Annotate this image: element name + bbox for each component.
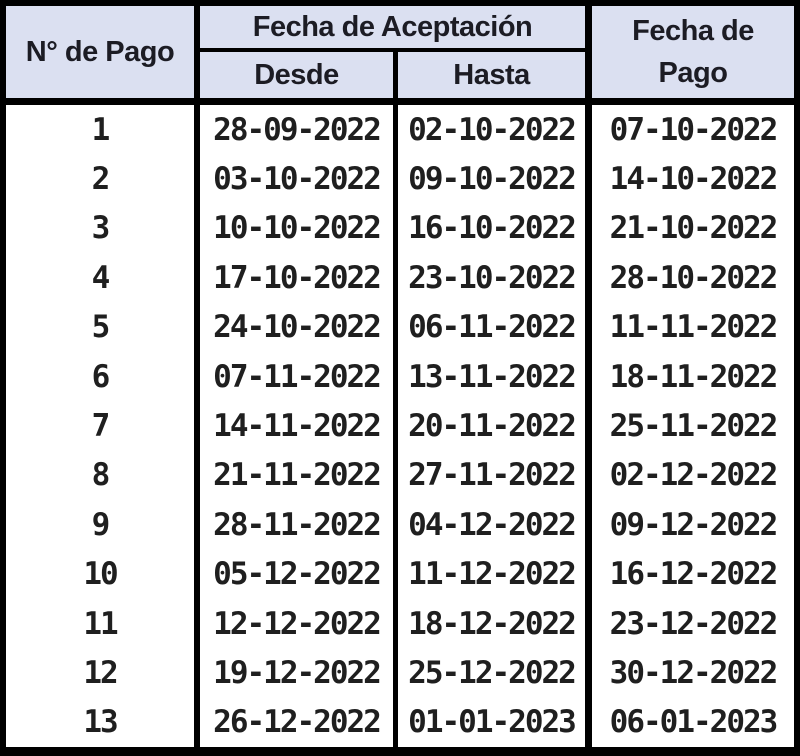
cell-to-date: 20-11-2022: [393, 401, 585, 451]
header-to: Hasta: [393, 52, 585, 98]
cell-from-date: 28-09-2022: [194, 105, 393, 155]
cell-payment-number: 12: [83, 654, 118, 691]
cell-payment-number: 8: [91, 457, 111, 494]
cell-payment-date: 30-12-2022: [585, 648, 794, 698]
cell-payment-number: 7: [91, 407, 111, 444]
cell-to-date: 27-11-2022: [393, 450, 585, 501]
cell-from-date: 26-12-2022: [194, 697, 393, 747]
table-body: 1 28-09-2022 02-10-2022 07-10-2022 2 03-10-20…: [6, 105, 794, 747]
cell-from-date: 19-12-2022: [194, 648, 393, 698]
cell-to-date: 01-01-2023: [393, 697, 585, 747]
cell-from-date: 17-10-2022: [194, 253, 393, 303]
cell-payment-date: 18-11-2022: [585, 351, 794, 402]
cell-to-date: 25-12-2022: [393, 648, 585, 698]
cell-payment-date: 09-12-2022: [585, 500, 794, 550]
cell-from-date: 05-12-2022: [194, 549, 393, 599]
cell-payment-number: 5: [91, 309, 111, 346]
header-payment-number: N° de Pago: [25, 35, 175, 68]
cell-from-date: 14-11-2022: [194, 401, 393, 451]
cell-payment-date: 25-11-2022: [585, 401, 794, 451]
cell-payment-date: 11-11-2022: [585, 302, 794, 352]
cell-payment-number: 11: [83, 605, 118, 642]
cell-payment-number: 2: [91, 161, 111, 198]
cell-payment-date: 07-10-2022: [585, 105, 794, 155]
cell-from-date: 10-10-2022: [194, 203, 393, 254]
cell-payment-number: 10: [83, 556, 118, 593]
cell-payment-date: 14-10-2022: [585, 154, 794, 204]
cell-to-date: 02-10-2022: [393, 105, 585, 155]
cell-payment-number: 9: [91, 506, 111, 543]
cell-payment-number: 1: [91, 111, 111, 148]
cell-payment-date: 21-10-2022: [585, 203, 794, 254]
cell-payment-number: 4: [91, 259, 111, 296]
cell-payment-date: 02-12-2022: [585, 450, 794, 501]
cell-payment-date: 16-12-2022: [585, 549, 794, 599]
cell-from-date: 24-10-2022: [194, 302, 393, 352]
cell-payment-number: 6: [91, 358, 111, 395]
cell-payment-number: 3: [91, 210, 111, 247]
cell-payment-date: 23-12-2022: [585, 598, 794, 649]
cell-to-date: 11-12-2022: [393, 549, 585, 599]
header-group-divider: [194, 48, 585, 52]
cell-to-date: 13-11-2022: [393, 351, 585, 402]
header-acceptance-date-group: Fecha de Aceptación: [194, 6, 585, 48]
cell-from-date: 07-11-2022: [194, 351, 393, 402]
header-from: Desde: [194, 52, 393, 98]
header-payment-date: Fecha de Pago: [585, 6, 794, 98]
cell-to-date: 04-12-2022: [393, 500, 585, 550]
cell-to-date: 23-10-2022: [393, 253, 585, 303]
cell-payment-date: 06-01-2023: [585, 697, 794, 747]
cell-from-date: 21-11-2022: [194, 450, 393, 501]
cell-payment-date: 28-10-2022: [585, 253, 794, 303]
cell-from-date: 28-11-2022: [194, 500, 393, 550]
cell-from-date: 12-12-2022: [194, 598, 393, 649]
cell-to-date: 09-10-2022: [393, 154, 585, 204]
cell-to-date: 18-12-2022: [393, 598, 585, 649]
table-header: N° de Pago Fecha de Aceptación Desde Has…: [6, 6, 794, 105]
cell-to-date: 06-11-2022: [393, 302, 585, 352]
cell-payment-number: 13: [83, 704, 118, 741]
cell-from-date: 03-10-2022: [194, 154, 393, 204]
cell-to-date: 16-10-2022: [393, 203, 585, 254]
